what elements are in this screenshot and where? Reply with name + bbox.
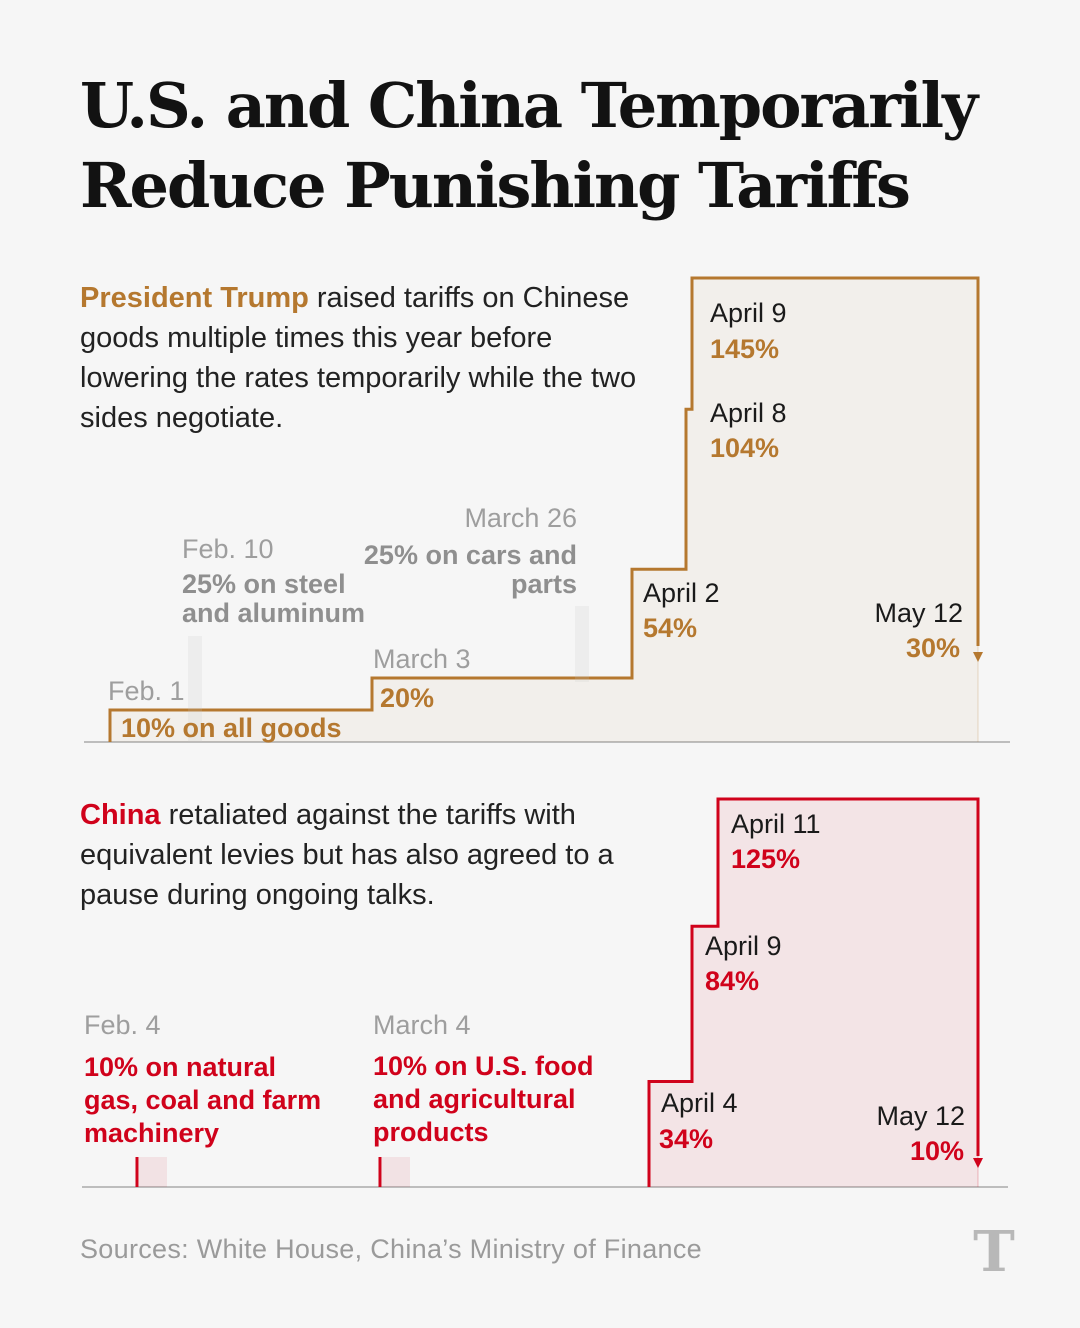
us-sectoral-label-mar26: 25% on cars and (364, 540, 577, 570)
us-intro-actor: President Trump (80, 282, 309, 314)
china-intro-body: retaliated against the tariffs with equi… (80, 799, 614, 911)
us-step-area (110, 278, 978, 742)
china-sectoral-label-feb4: gas, coal and farm (84, 1085, 321, 1115)
china-sectoral-label-mar4: and agricultural (373, 1084, 576, 1114)
china-sectoral-label-mar4: products (373, 1117, 489, 1147)
china-sectoral-label-mar4: 10% on U.S. food (373, 1051, 594, 1081)
us-value-label-apr8: 104% (710, 433, 779, 463)
us-sectoral-label-feb10: and aluminum (182, 598, 365, 628)
us-value-label-apr9: 145% (710, 334, 779, 364)
china-date-label-apr9: April 9 (705, 931, 782, 961)
us-date-label-apr8: April 8 (710, 398, 787, 428)
title-line-2: Reduce Punishing Tariffs (80, 149, 911, 222)
china-intro-text: China retaliated against the tariffs wit… (80, 795, 640, 915)
us-value-label-feb1: 10% on all goods (121, 713, 342, 743)
us-value-label-may12: 30% (906, 633, 960, 663)
china-step-line (647, 797, 980, 1187)
us-date-label-may12: May 12 (874, 598, 963, 628)
china-date-label-apr4: April 4 (661, 1088, 738, 1118)
us-sectoral-label-mar26: parts (511, 569, 577, 599)
china-date-label-may12: May 12 (876, 1101, 965, 1131)
title-line-1: U.S. and China Temporarily (80, 69, 978, 142)
china-value-label-apr9: 84% (705, 966, 759, 996)
nyt-logo: T (973, 1219, 1015, 1285)
us-value-label-mar3: 20% (380, 683, 434, 713)
china-date-label-apr11: April 11 (731, 809, 821, 839)
us-date-label-mar3: March 3 (373, 644, 471, 674)
china-step-area (649, 799, 978, 1187)
china-sectoral-marker-mar4-fade (382, 1157, 410, 1187)
china-sectoral-marker-feb4-fade (139, 1157, 167, 1187)
china-date-label-feb4: Feb. 4 (84, 1010, 161, 1040)
china-value-label-apr4: 34% (659, 1124, 713, 1154)
us-date-label-apr2: April 2 (643, 578, 720, 608)
china-sectoral-label-feb4: machinery (84, 1118, 219, 1148)
us-date-label-mar26: March 26 (464, 503, 577, 533)
us-sectoral-label-feb10: 25% on steel (182, 569, 346, 599)
china-value-label-apr11: 125% (731, 844, 800, 874)
us-step-line (108, 276, 980, 742)
page-title: U.S. and China Temporarily Reduce Punish… (80, 66, 980, 226)
china-sectoral-label-feb4: 10% on natural (84, 1052, 276, 1082)
us-cut-arrow (973, 652, 983, 662)
us-sectoral-marker-mar26 (575, 606, 589, 682)
us-date-label-apr9: April 9 (710, 298, 787, 328)
us-intro-text: President Trump raised tariffs on Chines… (80, 278, 640, 438)
china-cut-arrow (973, 1157, 983, 1168)
us-date-label-feb10: Feb. 10 (182, 534, 274, 564)
us-intro-body: raised tariffs on Chinese goods multiple… (80, 282, 637, 434)
china-value-label-may12: 10% (910, 1136, 964, 1166)
source-note: Sources: White House, China’s Ministry o… (80, 1234, 702, 1264)
us-value-label-apr2: 54% (643, 613, 697, 643)
us-date-label-feb1: Feb. 1 (108, 676, 185, 706)
us-tariff-chart: Feb. 1 10% on all goods Feb. 10 25% on stee… (84, 276, 1010, 743)
china-intro-actor: China (80, 799, 161, 831)
china-date-label-mar4: March 4 (373, 1010, 471, 1040)
us-sectoral-marker-feb10 (188, 636, 202, 742)
